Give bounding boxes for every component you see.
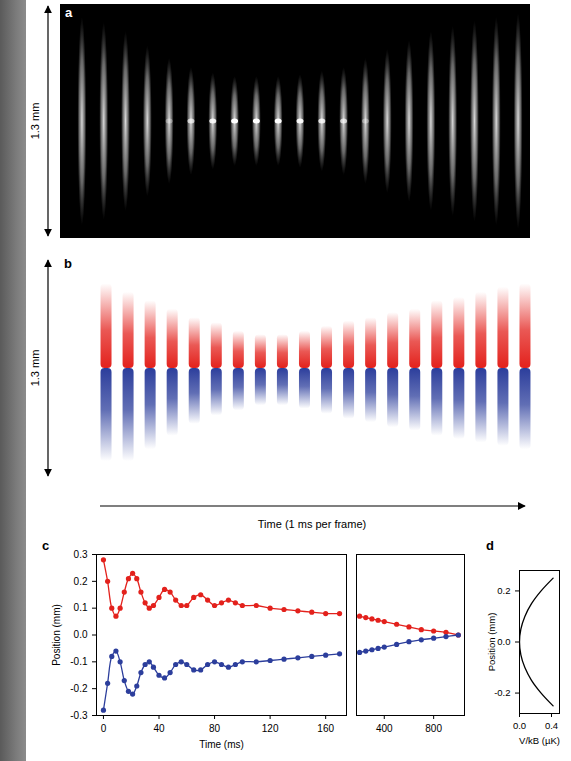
svg-text:0.2: 0.2 [74, 576, 88, 587]
svg-text:0.4: 0.4 [545, 720, 558, 731]
svg-text:1.3 mm: 1.3 mm [29, 103, 41, 140]
svg-text:0: 0 [101, 723, 107, 734]
svg-text:-0.2: -0.2 [70, 683, 88, 694]
svg-text:0.0: 0.0 [513, 720, 526, 731]
svg-text:0.3: 0.3 [74, 549, 88, 560]
svg-text:160: 160 [317, 723, 334, 734]
svg-text:b: b [64, 256, 72, 271]
svg-text:80: 80 [209, 723, 221, 734]
svg-text:Time (ms): Time (ms) [199, 739, 244, 750]
svg-text:0.0: 0.0 [74, 629, 88, 640]
svg-text:1.3 mm: 1.3 mm [29, 350, 41, 387]
svg-text:0.1: 0.1 [74, 602, 88, 613]
svg-text:Position (mm): Position (mm) [486, 613, 497, 672]
svg-text:a: a [65, 5, 73, 20]
svg-text:0.0: 0.0 [497, 636, 510, 647]
html-text:d: d [486, 538, 494, 553]
svg-text:-0.2: -0.2 [494, 687, 510, 698]
svg-text:800: 800 [425, 723, 442, 734]
svg-text:40: 40 [153, 723, 165, 734]
svg-text:Time (1 ms per frame): Time (1 ms per frame) [258, 518, 366, 530]
svg-text:400: 400 [376, 723, 393, 734]
svg-text:-0.3: -0.3 [70, 710, 88, 721]
svg-text:120: 120 [262, 723, 279, 734]
html-text:c: c [42, 538, 50, 553]
svg-text:Position (mm): Position (mm) [51, 604, 62, 666]
svg-text:-0.1: -0.1 [70, 656, 88, 667]
svg-text:V/kB (µK): V/kB (µK) [519, 735, 560, 746]
svg-text:0.2: 0.2 [497, 585, 510, 596]
